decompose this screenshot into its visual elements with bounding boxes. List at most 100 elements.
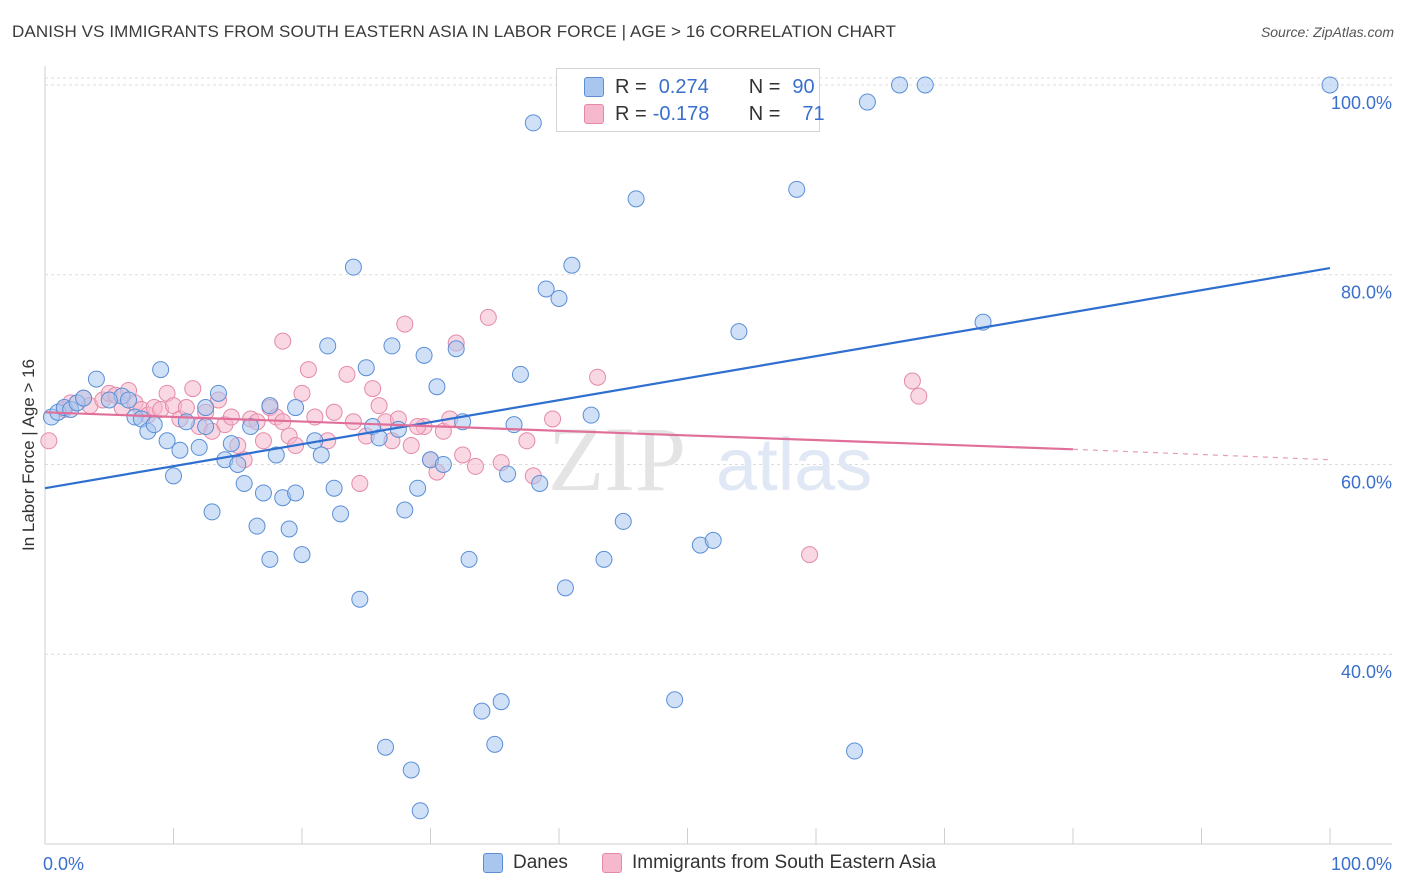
immigrant-point bbox=[479, 308, 497, 326]
legend-row-immigrants: R = -0.178 N = 71 bbox=[584, 101, 825, 127]
danes-point bbox=[158, 432, 176, 450]
danes-point bbox=[120, 391, 138, 409]
immigrant-point bbox=[338, 365, 356, 383]
chart-title: DANISH VS IMMIGRANTS FROM SOUTH EASTERN … bbox=[12, 22, 896, 41]
legend-swatch-danes bbox=[584, 77, 604, 97]
legend-n-label: N = bbox=[748, 75, 781, 98]
legend-row-danes: R = 0.274 N = 90 bbox=[584, 74, 815, 100]
danes-point bbox=[254, 484, 272, 502]
danes-point bbox=[511, 365, 529, 383]
danes-point bbox=[486, 735, 504, 753]
danes-point bbox=[325, 479, 343, 497]
danes-point bbox=[197, 399, 215, 417]
immigrant-point bbox=[325, 403, 343, 421]
immigrant-point bbox=[903, 372, 921, 390]
immigrant-point bbox=[274, 332, 292, 350]
danes-point bbox=[627, 190, 645, 208]
danes-point bbox=[344, 258, 362, 276]
immigrant-point bbox=[518, 432, 536, 450]
legend-swatch-danes bbox=[483, 853, 503, 873]
danes-point bbox=[563, 256, 581, 274]
immigrant-point bbox=[222, 408, 240, 426]
danes-point bbox=[332, 505, 350, 523]
danes-point bbox=[287, 484, 305, 502]
danes-point bbox=[531, 474, 549, 492]
danes-point bbox=[891, 76, 909, 94]
danes-point bbox=[190, 438, 208, 456]
immigrant-point bbox=[466, 457, 484, 475]
danes-point bbox=[460, 550, 478, 568]
legend-label-danes: Danes bbox=[513, 852, 568, 873]
legend-swatch-immigrants bbox=[584, 104, 604, 124]
danes-point bbox=[434, 455, 452, 473]
danes-point bbox=[287, 399, 305, 417]
danes-point bbox=[357, 359, 375, 377]
immigrant-point bbox=[351, 474, 369, 492]
danes-point bbox=[473, 702, 491, 720]
series-legend: Danes Immigrants from South Eastern Asia bbox=[0, 852, 1406, 878]
immigrant-point bbox=[177, 399, 195, 417]
x-tick-label: 100.0% bbox=[1331, 854, 1392, 874]
danes-point bbox=[261, 550, 279, 568]
danes-point bbox=[492, 693, 510, 711]
legend-n-label: N = bbox=[748, 102, 781, 125]
danes-point bbox=[229, 455, 247, 473]
immigrant-point bbox=[910, 387, 928, 405]
immigrants-trend-extension bbox=[1072, 448, 1331, 461]
danes-point bbox=[267, 446, 285, 464]
danes-point bbox=[171, 441, 189, 459]
legend-r-value: 0.274 bbox=[658, 75, 709, 98]
danes-point bbox=[87, 370, 105, 388]
immigrant-point bbox=[364, 380, 382, 398]
danes-point bbox=[165, 467, 182, 485]
danes-point bbox=[351, 590, 369, 608]
immigrant-point bbox=[544, 410, 562, 428]
y-tick-label: 40.0% bbox=[1341, 662, 1392, 682]
immigrant-point bbox=[801, 546, 819, 564]
immigrant-point bbox=[184, 380, 202, 398]
danes-point bbox=[614, 512, 632, 530]
danes-point bbox=[730, 323, 748, 341]
danes-point bbox=[280, 520, 298, 538]
correlation-legend: R = 0.274 N = 90 R = -0.178 N = 71 bbox=[556, 68, 825, 132]
danes-point bbox=[293, 546, 311, 564]
y-tick-label: 80.0% bbox=[1341, 283, 1392, 303]
legend-label-immigrants: Immigrants from South Eastern Asia bbox=[632, 852, 937, 873]
y-tick-label: 100.0% bbox=[1331, 93, 1392, 113]
danes-point bbox=[203, 503, 221, 521]
danes-point bbox=[415, 346, 433, 364]
danes-point bbox=[556, 579, 574, 597]
danes-point bbox=[858, 93, 876, 111]
danes-point bbox=[447, 340, 465, 358]
danes-point bbox=[383, 337, 401, 355]
danes-point bbox=[319, 337, 337, 355]
danes-point bbox=[222, 435, 240, 453]
danes-trend-line bbox=[44, 267, 1331, 490]
legend-n-value: 71 bbox=[802, 102, 825, 125]
danes-point bbox=[409, 479, 427, 497]
danes-point bbox=[197, 418, 215, 436]
legend-swatch-immigrants bbox=[602, 853, 622, 873]
danes-point bbox=[666, 691, 684, 709]
danes-point bbox=[537, 280, 555, 298]
danes-point bbox=[145, 416, 163, 434]
danes-point bbox=[499, 465, 517, 483]
watermark-zip: ZIP bbox=[548, 408, 686, 510]
danes-point bbox=[75, 389, 93, 407]
danes-point bbox=[524, 114, 542, 132]
danes-point bbox=[1321, 76, 1339, 94]
immigrants-trend-line bbox=[44, 411, 1074, 451]
immigrant-point bbox=[344, 413, 362, 431]
x-tick-label: 0.0% bbox=[43, 854, 84, 874]
danes-point bbox=[411, 802, 429, 820]
danes-point bbox=[916, 76, 934, 94]
danes-point bbox=[595, 550, 613, 568]
danes-point bbox=[261, 397, 279, 415]
legend-item-immigrants: Immigrants from South Eastern Asia bbox=[602, 852, 936, 874]
danes-point bbox=[846, 742, 864, 760]
immigrant-point bbox=[293, 384, 311, 402]
immigrant-point bbox=[454, 446, 472, 464]
legend-n-value: 90 bbox=[792, 75, 815, 98]
danes-point bbox=[235, 474, 253, 492]
immigrant-point bbox=[299, 361, 317, 379]
